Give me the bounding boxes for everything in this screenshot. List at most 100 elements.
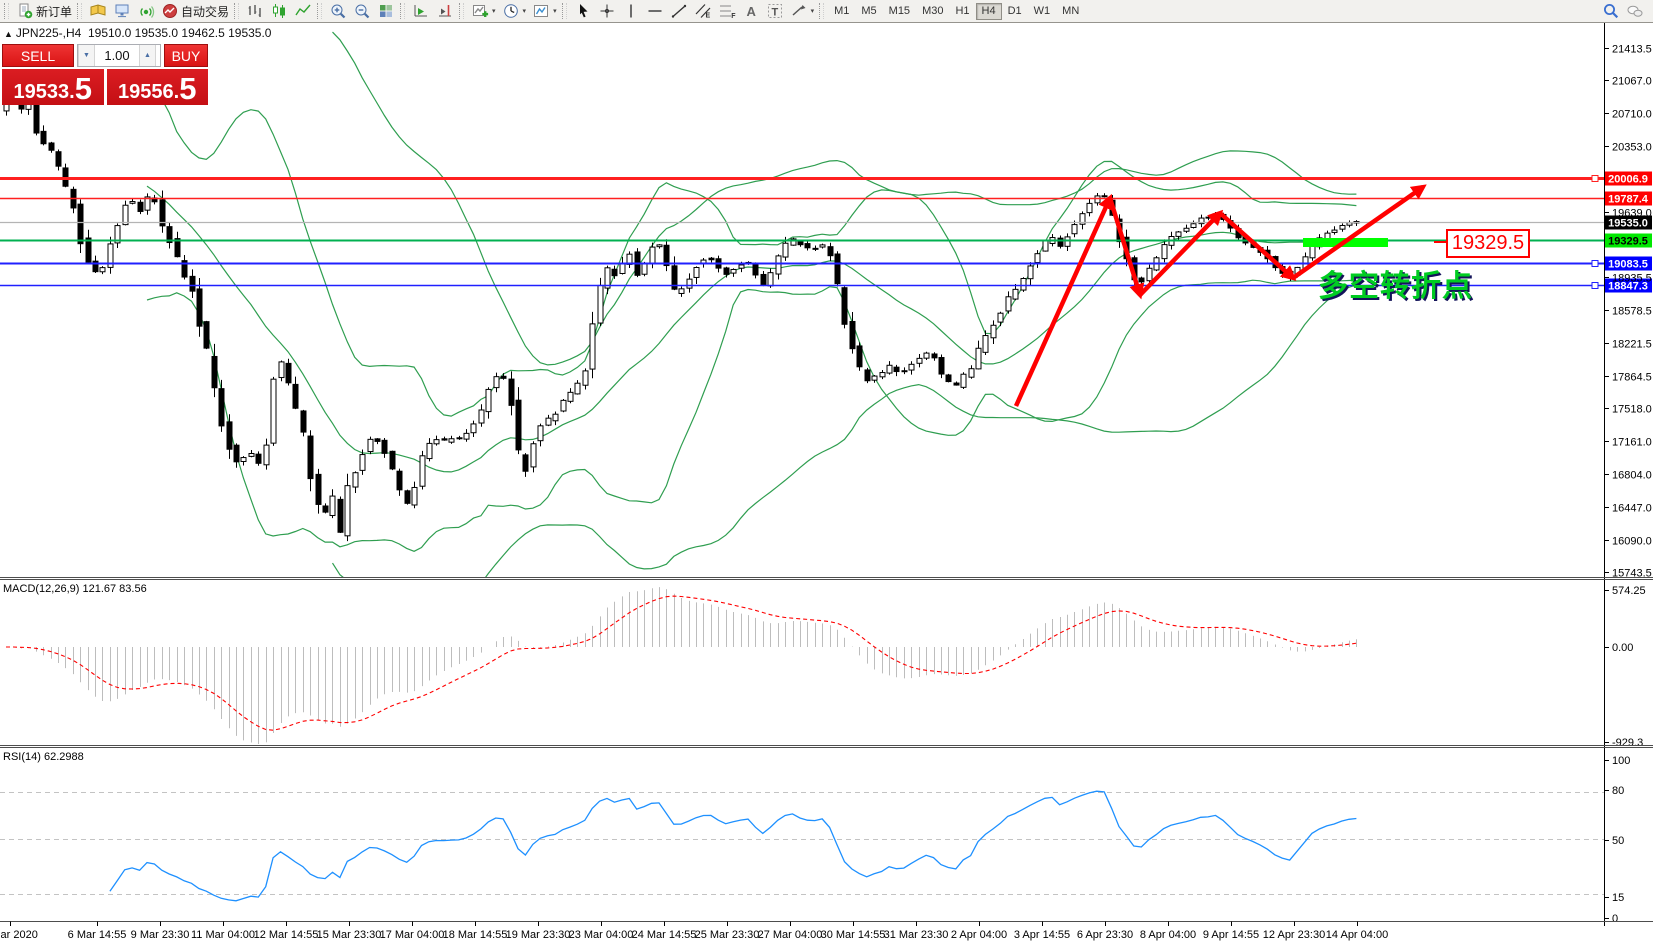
tile-windows-button[interactable] <box>374 1 398 22</box>
auto-scroll-button[interactable] <box>409 1 433 22</box>
timeframe-m15-button[interactable]: M15 <box>883 3 916 20</box>
timeframe-h1-button[interactable]: H1 <box>949 3 975 20</box>
price-tick-label: 16804.0 <box>1612 470 1652 482</box>
buy-price-frac: 5 <box>179 70 197 106</box>
signal-icon <box>140 6 155 18</box>
svg-text:19535.0: 19535.0 <box>1608 218 1648 230</box>
price-level-lines[interactable] <box>0 175 1604 289</box>
price-tick-label: 17518.0 <box>1612 404 1652 416</box>
buy-price-display[interactable]: 19556. 5 <box>106 69 208 106</box>
new-order-button[interactable]: 新订单 <box>13 1 75 22</box>
template-icon <box>534 5 549 17</box>
doc-plus-icon <box>19 3 33 19</box>
volume-increase-button[interactable]: ▲ <box>139 45 156 66</box>
buy-price-int: 19556 <box>118 81 174 103</box>
price-callout-box[interactable]: 19329.5 <box>1446 229 1530 258</box>
trend-arrows[interactable] <box>1013 184 1427 407</box>
charts-group-button[interactable] <box>86 1 110 22</box>
timeframe-m1-button[interactable]: M1 <box>828 3 855 20</box>
buy-price-dot: . <box>173 81 180 103</box>
price-badge <box>1605 215 1652 230</box>
macd-signal-line <box>6 595 1357 731</box>
turning-point-note[interactable]: 多空转折点 <box>1318 270 1473 303</box>
macd-tick-label: 574.25 <box>1612 585 1646 597</box>
time-tick-label: 27 Mar 04:00 <box>758 929 823 941</box>
volume-input[interactable] <box>95 45 139 66</box>
text-label-button[interactable]: T <box>763 1 787 22</box>
timeframe-m5-button[interactable]: M5 <box>855 3 882 20</box>
macd-tick-label: 0.00 <box>1612 642 1633 654</box>
bar-chart-button[interactable] <box>243 1 267 22</box>
price-badge <box>1605 191 1652 206</box>
symbol-name: JPN225-,H4 <box>15 26 82 40</box>
timeframe-h4-button[interactable]: H4 <box>975 2 1002 20</box>
tline-icon <box>671 4 686 18</box>
time-tick-label: 30 Mar 14:55 <box>821 929 886 941</box>
periods-button[interactable]: ▾ <box>499 1 530 22</box>
terminal-button[interactable] <box>110 1 134 22</box>
strategy-tester-button[interactable] <box>134 1 158 22</box>
arrows-button[interactable]: ▾ <box>787 1 818 22</box>
fibo-icon: F <box>719 5 736 20</box>
bollinger-bands <box>146 31 1357 578</box>
dropdown-caret-icon: ▾ <box>553 8 557 15</box>
crosshair-button[interactable] <box>595 1 619 22</box>
zoom-out-button[interactable] <box>350 1 374 22</box>
timeframe-d1-button[interactable]: D1 <box>1002 3 1028 20</box>
indicators-button[interactable]: ▾ <box>468 1 499 22</box>
timeframe-w1-button[interactable]: W1 <box>1028 3 1057 20</box>
candlestick-chart-button[interactable] <box>267 1 291 22</box>
zoom-in-button[interactable] <box>326 1 350 22</box>
rsi-tick-label: 80 <box>1612 785 1624 797</box>
horizontal-line-button[interactable] <box>643 1 667 22</box>
callout-connector <box>1434 241 1446 243</box>
line-handle <box>1591 282 1599 289</box>
sell-price-int: 19533 <box>13 81 70 103</box>
time-tick-label: 6 Apr 23:30 <box>1077 929 1133 941</box>
volume-decrease-button[interactable]: ▼ <box>78 45 95 66</box>
time-tick-label: 15 Mar 23:30 <box>317 929 382 941</box>
fibonacci-button[interactable]: F <box>715 1 739 22</box>
buy-button[interactable]: BUY <box>164 44 208 67</box>
time-tick-label: 23 Mar 04:00 <box>569 929 634 941</box>
timeframe-mn-button[interactable]: MN <box>1056 3 1085 20</box>
cursor-button[interactable] <box>571 1 595 22</box>
sell-button[interactable]: SELL <box>2 44 74 67</box>
timeframe-m30-button[interactable]: M30 <box>916 3 949 20</box>
sell-price-display[interactable]: 19533. 5 <box>2 69 104 105</box>
toolbar-grip <box>400 3 406 19</box>
ohlc-values: 19510.0 19535.0 19462.5 19535.0 <box>87 26 272 40</box>
autotrading-button[interactable]: 自动交易 <box>158 1 232 22</box>
equidistant-channel-button[interactable]: E <box>691 1 715 22</box>
svg-text:19329.5: 19329.5 <box>1608 236 1648 248</box>
text-button[interactable]: A <box>739 1 763 22</box>
svg-text:F: F <box>731 13 736 20</box>
vertical-line-button[interactable] <box>619 1 643 22</box>
time-tick-label: 12 Apr 23:30 <box>1263 929 1325 941</box>
monitor-icon <box>115 4 129 18</box>
candles-icon <box>273 4 286 18</box>
price-badge <box>1605 256 1652 271</box>
rsi-line <box>109 790 1357 902</box>
time-tick-label: 5 Mar 2020 <box>0 929 38 941</box>
chart-ohlc-title: ▲ JPN225-,H4 19510.0 19535.0 19462.5 1953… <box>4 26 271 40</box>
chart-shift-button[interactable] <box>433 1 457 22</box>
toolbar: 新订单 自动交易 ▾ ▾ ▾ E F A T ▾ M1 M5 M15 M30 H1 H4 D1 W1 MN <box>0 0 1653 23</box>
price-axis[interactable]: 20006.9 19787.4 19535.0 19329.5 19083.5 18847… <box>1604 23 1652 926</box>
rsi-tick-label: 50 <box>1612 835 1624 847</box>
line-chart-button[interactable] <box>291 1 315 22</box>
svg-text:A: A <box>746 4 756 19</box>
time-tick-label: 6 Mar 14:55 <box>68 929 127 941</box>
time-tick-label: 3 Apr 14:55 <box>1014 929 1070 941</box>
search-button[interactable] <box>1599 1 1623 22</box>
price-tick-label: 18221.5 <box>1612 339 1652 351</box>
templates-button[interactable]: ▾ <box>529 1 560 22</box>
price-tick-label: 20353.0 <box>1612 142 1652 154</box>
crosshair-icon <box>600 4 614 18</box>
trendline-button[interactable] <box>667 1 691 22</box>
time-tick-label: 2 Apr 04:00 <box>951 929 1007 941</box>
chat-button[interactable] <box>1623 1 1647 22</box>
